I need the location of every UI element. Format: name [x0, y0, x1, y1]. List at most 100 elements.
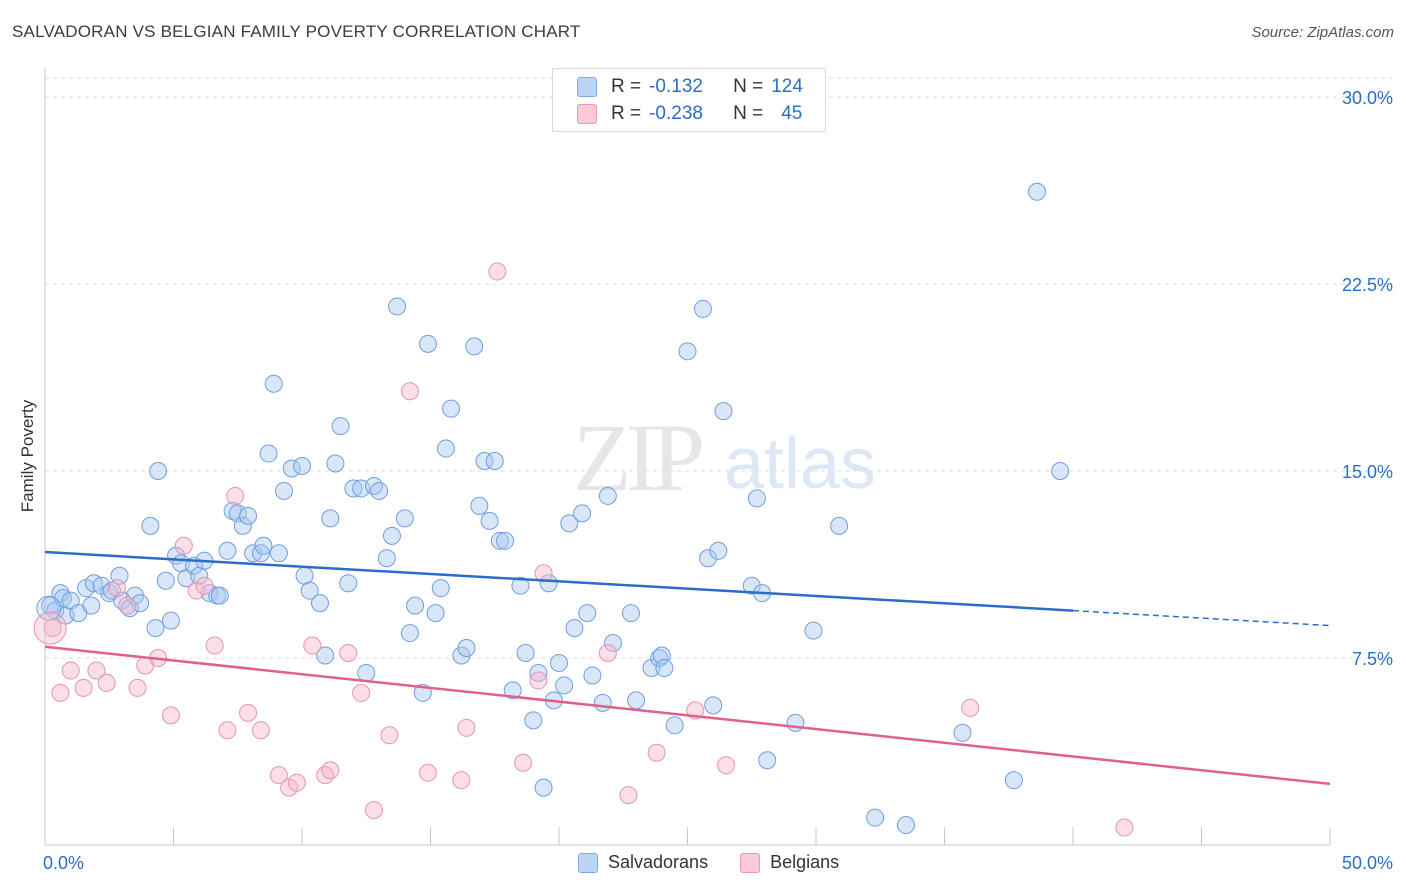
point-salvadoran	[529, 663, 548, 682]
point-salvadoran	[418, 334, 437, 353]
point-salvadoran	[364, 476, 383, 495]
point-belgian	[619, 786, 638, 805]
point-belgian	[61, 661, 80, 680]
point-salvadoran	[259, 444, 278, 463]
point-belgian	[251, 721, 270, 740]
grid-lines	[45, 77, 1392, 659]
point-salvadoran	[714, 402, 733, 421]
point-salvadoran	[786, 713, 805, 732]
point-salvadoran	[436, 439, 455, 458]
point-belgian	[205, 636, 224, 655]
point-salvadoran	[282, 459, 301, 478]
series-legend: Salvadorans Belgians	[578, 852, 871, 873]
point-salvadoran	[149, 462, 168, 480]
point-salvadoran	[331, 417, 350, 436]
point-belgian	[118, 596, 137, 615]
trend-line-salvadorans	[44, 550, 1074, 612]
point-belgian	[33, 611, 67, 645]
point-salvadoran	[742, 576, 761, 595]
point-salvadoran	[704, 696, 723, 715]
legend-n-label: N =	[733, 76, 764, 97]
source-note: Source: ZipAtlas.com	[1251, 24, 1394, 41]
point-salvadoran	[395, 509, 414, 528]
legend-swatch-salvadorans	[578, 852, 598, 873]
point-salvadoran	[92, 576, 111, 595]
point-belgian	[598, 644, 617, 663]
point-salvadoran	[293, 457, 311, 476]
y-tick-label: 7.5%	[1352, 649, 1393, 669]
point-salvadoran	[275, 481, 294, 500]
point-salvadoran	[254, 536, 273, 555]
point-belgian	[339, 644, 358, 663]
point-salvadoran	[295, 566, 314, 585]
legend-n-value: 45	[781, 103, 803, 124]
point-salvadoran	[457, 639, 476, 658]
point-salvadoran	[321, 509, 340, 528]
watermark: ZIP atlas	[573, 404, 876, 511]
point-salvadoran	[382, 526, 401, 545]
point-belgian	[226, 486, 245, 505]
point-salvadoran	[300, 581, 319, 600]
point-salvadoran	[804, 621, 823, 640]
point-salvadoran	[426, 604, 445, 623]
point-belgian	[364, 801, 383, 820]
chart-title: SALVADORAN VS BELGIAN FAMILY POVERTY COR…	[12, 22, 581, 41]
point-belgian	[74, 678, 93, 697]
point-salvadoran	[665, 716, 684, 735]
point-belgian	[239, 703, 258, 722]
point-belgian	[97, 673, 116, 692]
point-salvadoran	[1051, 462, 1070, 480]
point-salvadoran	[269, 544, 288, 563]
point-salvadoran	[406, 596, 425, 615]
point-salvadoran	[233, 516, 252, 535]
legend-r-value: -0.238	[649, 103, 703, 124]
point-salvadoran	[693, 299, 712, 318]
point-salvadoran	[326, 454, 345, 473]
point-salvadoran	[830, 516, 849, 535]
legend-swatch-belgians	[577, 104, 597, 124]
point-salvadoran	[310, 594, 329, 613]
legend-r-label: R =	[611, 103, 642, 124]
legend-r-value: -0.132	[649, 76, 703, 97]
point-salvadoran	[485, 452, 504, 471]
legend-item-belgians[interactable]: Belgians	[740, 852, 839, 873]
legend-label-salvadorans: Salvadorans	[608, 852, 709, 872]
point-belgian	[107, 579, 126, 598]
legend-label-belgians: Belgians	[770, 852, 840, 872]
point-salvadoran	[156, 571, 175, 590]
point-salvadoran	[161, 611, 180, 630]
point-belgian	[380, 726, 399, 745]
point-salvadoran	[747, 489, 766, 508]
point-salvadoran	[511, 576, 530, 595]
point-salvadoran	[357, 663, 376, 682]
point-salvadoran	[699, 549, 718, 568]
point-belgian	[457, 718, 476, 737]
legend-row-salvadorans: R = -0.132 N = 124	[577, 75, 803, 99]
point-salvadoran	[758, 751, 777, 770]
axes	[44, 68, 1331, 846]
point-belgian	[287, 773, 306, 792]
point-salvadoran	[709, 541, 728, 560]
legend-item-salvadorans[interactable]: Salvadorans	[578, 852, 708, 873]
point-salvadoran	[650, 649, 669, 667]
point-salvadoran	[896, 816, 915, 835]
point-belgian	[961, 698, 980, 717]
point-belgian	[452, 771, 471, 790]
point-salvadoran	[1028, 182, 1047, 201]
point-belgian	[218, 721, 237, 740]
point-salvadoran	[583, 666, 602, 685]
point-salvadoran	[516, 644, 535, 663]
legend-r-label: R =	[611, 76, 642, 97]
point-belgian	[488, 262, 507, 281]
watermark-atlas: atlas	[724, 424, 876, 504]
point-salvadoran	[496, 531, 515, 550]
point-salvadoran	[146, 619, 165, 638]
point-salvadoran	[344, 479, 363, 498]
point-salvadoran	[573, 504, 592, 523]
point-salvadoran	[82, 596, 101, 615]
point-belgian	[303, 636, 322, 655]
point-belgian	[647, 743, 666, 762]
point-salvadoran	[655, 658, 674, 677]
point-belgian	[418, 763, 437, 782]
